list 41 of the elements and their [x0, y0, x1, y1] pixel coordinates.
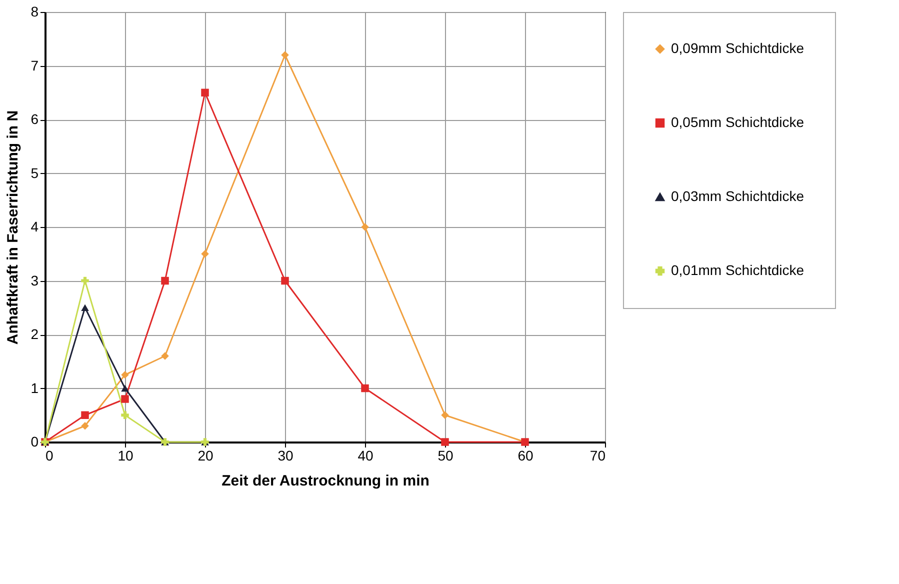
point: [441, 438, 449, 446]
y-tick-label: 3: [30, 272, 39, 288]
y-tick-label: 5: [30, 164, 39, 181]
x-tick-label: 10: [118, 448, 134, 464]
legend-label: 0,05mm Schichtdicke: [671, 114, 804, 130]
legend-label: 0,09mm Schichtdicke: [671, 40, 804, 56]
point: [161, 276, 169, 285]
point: [201, 88, 209, 96]
legend-label: 0,01mm Schichtdicke: [671, 262, 804, 278]
point: [121, 384, 129, 392]
x-axis-title: Zeit der Austrocknung in min: [222, 472, 430, 490]
y-tick-label: 2: [30, 326, 39, 342]
point: [441, 411, 449, 419]
y-axis-title: Anhaftkraft in Faserrichtung in N: [4, 110, 22, 345]
y-tick-label: 7: [30, 57, 39, 74]
point: [361, 223, 369, 231]
y-tick-label: 0: [30, 434, 39, 450]
point: [161, 352, 169, 360]
y-tick-label: 6: [30, 111, 39, 127]
point: [81, 422, 89, 430]
point: [121, 370, 129, 379]
x-tick-label: 50: [438, 448, 454, 464]
y-tick-label: 1: [30, 380, 39, 396]
x-tick-label: 20: [198, 448, 214, 464]
y-tick-label: 8: [30, 4, 39, 20]
point: [361, 384, 369, 392]
point: [281, 51, 289, 59]
point: [81, 304, 89, 311]
point: [81, 276, 89, 285]
x-tick-label: 40: [358, 448, 374, 464]
point: [121, 411, 129, 419]
x-tick-label: 60: [518, 448, 534, 464]
legend-label: 0,03mm Schichtdicke: [671, 188, 804, 204]
point: [281, 276, 289, 285]
point: [81, 411, 89, 419]
x-tick-label: 0: [46, 448, 54, 464]
y-tick-label: 4: [30, 218, 39, 234]
x-tick-label: 70: [590, 448, 606, 464]
point: [201, 250, 209, 258]
point: [121, 395, 129, 403]
x-tick-label: 30: [278, 448, 294, 464]
